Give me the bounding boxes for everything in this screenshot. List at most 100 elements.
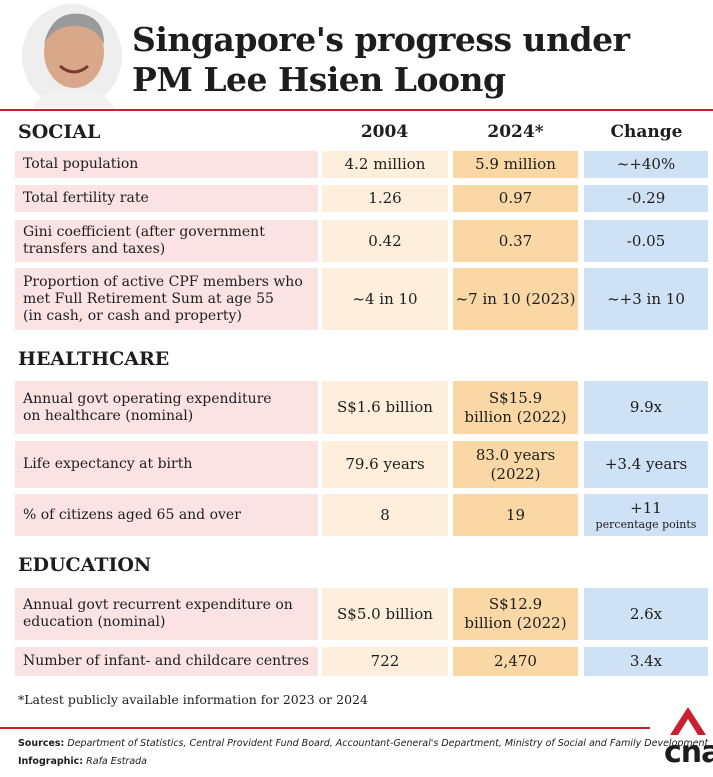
text-line: % of citizens aged 65 and over — [23, 506, 241, 523]
text-line: percentage points — [595, 517, 697, 531]
text-line: -0.29 — [626, 189, 666, 207]
text-line: 2.6x — [629, 604, 663, 623]
row-label: Total population — [15, 151, 318, 178]
table-cell: 0.97 — [453, 185, 578, 212]
text-line: 0.97 — [498, 189, 533, 207]
table-cell: 2,470 — [453, 647, 578, 676]
text-line: ~4 in 10 — [352, 289, 418, 308]
text-line: ~+3 in 10 — [607, 289, 685, 308]
text-line: S$12.9 — [488, 595, 543, 613]
title: Singapore's progress under PM Lee Hsien L… — [132, 20, 630, 100]
row-label: Annual govt recurrent expenditure on educ… — [15, 588, 318, 640]
text-line: 2,470 — [494, 652, 537, 670]
row-label: Gini coefficient (after government transf… — [15, 220, 318, 262]
text-line: Proportion of active CPF members who — [23, 273, 303, 290]
text-line: Total fertility rate — [23, 190, 149, 206]
text-line: ~+40% — [616, 155, 676, 173]
table-cell: 19 — [453, 494, 578, 536]
column-header: Change — [610, 122, 683, 142]
table-cell: +3.4 years — [584, 441, 708, 488]
column-header: 2024* — [487, 122, 544, 142]
text-line: 0.42 — [368, 231, 402, 250]
text-line: (2022) — [490, 464, 541, 483]
text-line: 3.4x — [629, 652, 663, 670]
text-line: ~7 in 10 (2023) — [455, 289, 576, 308]
text-line: met Full Retirement Sum at age 55 — [23, 290, 274, 307]
title-line: PM Lee Hsien Loong — [132, 60, 506, 99]
text-line: 4.2 million — [344, 155, 426, 173]
text-line: Annual govt operating expenditure — [23, 390, 272, 407]
text-line: 722 — [370, 652, 400, 670]
logo: cna — [664, 735, 713, 770]
table-cell: 79.6 years — [322, 441, 448, 488]
title-line: Singapore's progress under — [132, 20, 630, 59]
text-line: Life expectancy at birth — [23, 456, 193, 472]
footnote: *Latest publicly available information f… — [18, 692, 368, 707]
table-cell: -0.29 — [584, 185, 708, 212]
row-label: Life expectancy at birth — [15, 441, 318, 488]
text-line: S$1.6 billion — [337, 398, 433, 416]
infographic-text: Rafa Estrada — [86, 756, 148, 767]
text-line: +11 — [630, 498, 662, 517]
table-cell: 1.26 — [322, 185, 448, 212]
table-cell: ~+40% — [584, 151, 708, 178]
table-cell: -0.05 — [584, 220, 708, 262]
text-line: Total population — [23, 156, 139, 172]
text-line: 83.0 years — [475, 445, 556, 464]
row-label: Number of infant- and childcare centres — [15, 647, 318, 676]
text-line: S$5.0 billion — [337, 604, 433, 623]
row-label: Total fertility rate — [15, 185, 318, 212]
table-cell: ~7 in 10 (2023) — [453, 268, 578, 330]
table-cell: 2.6x — [584, 588, 708, 640]
text-line: Number of infant- and childcare centres — [23, 653, 309, 669]
table-cell: 5.9 million — [453, 151, 578, 178]
table-cell: S$5.0 billion — [322, 588, 448, 640]
row-label: Annual govt operating expenditure on heal… — [15, 381, 318, 434]
text-line: 8 — [380, 505, 390, 524]
table-cell: +11 percentage points — [584, 494, 708, 536]
table-cell: 0.37 — [453, 220, 578, 262]
table-cell: 83.0 years (2022) — [453, 441, 578, 488]
table-cell: S$1.6 billion — [322, 381, 448, 434]
divider — [0, 109, 713, 111]
text-line: (in cash, or cash and property) — [23, 307, 242, 324]
table-cell: S$12.9 billion (2022) — [453, 588, 578, 640]
sources: Sources: Department of Statistics, Centr… — [18, 738, 708, 749]
text-line: -0.05 — [626, 231, 666, 250]
text-line: 79.6 years — [345, 455, 425, 473]
text-line: on healthcare (nominal) — [23, 407, 194, 424]
table-cell: 4.2 million — [322, 151, 448, 178]
section-heading: SOCIAL — [18, 121, 101, 143]
text-line: S$15.9 — [488, 388, 543, 407]
text-line: 19 — [505, 505, 526, 524]
section-heading: HEALTHCARE — [18, 348, 170, 370]
text-line: 1.26 — [368, 189, 402, 207]
sources-text: Department of Statistics, Central Provid… — [67, 738, 709, 749]
sources-label: Sources: — [18, 738, 65, 749]
text-line: 9.9x — [629, 398, 663, 416]
text-line: +3.4 years — [604, 455, 688, 473]
text-line: billion (2022) — [464, 614, 567, 632]
infographic-label: Infographic: — [18, 756, 84, 767]
table-cell: 3.4x — [584, 647, 708, 676]
table-cell: 0.42 — [322, 220, 448, 262]
section-heading: EDUCATION — [18, 554, 152, 576]
text-line: education (nominal) — [23, 614, 166, 630]
table-cell: ~4 in 10 — [322, 268, 448, 330]
portrait — [22, 4, 122, 108]
table-cell: 722 — [322, 647, 448, 676]
table-cell: 9.9x — [584, 381, 708, 434]
text-line: 0.37 — [498, 231, 533, 250]
logo-mark — [670, 707, 706, 735]
text-line: Gini coefficient (after government — [23, 224, 265, 240]
text-line: transfers and taxes) — [23, 241, 166, 257]
infographic-credit: Infographic: Rafa Estrada — [18, 756, 147, 767]
table-cell: 8 — [322, 494, 448, 536]
column-header: 2004 — [360, 122, 409, 142]
text-line: billion (2022) — [464, 407, 567, 426]
text-line: 5.9 million — [475, 155, 556, 173]
table-cell: ~+3 in 10 — [584, 268, 708, 330]
row-label: Proportion of active CPF members who met … — [15, 268, 318, 330]
divider — [0, 727, 650, 729]
